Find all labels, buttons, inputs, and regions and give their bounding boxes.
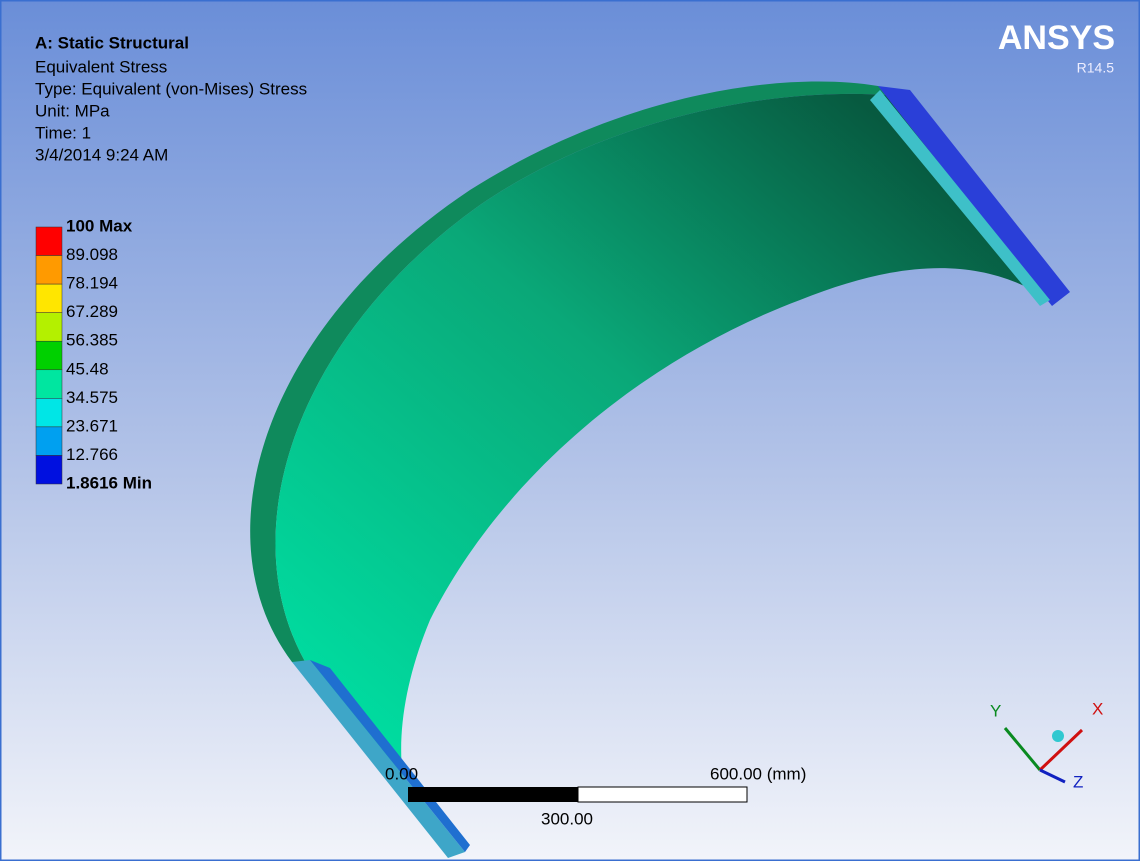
result-title: A: Static Structural (35, 33, 189, 52)
axis-y-label: Y (990, 701, 1001, 720)
legend-label: 78.194 (66, 274, 118, 293)
version: R14.5 (1077, 60, 1115, 76)
axis-z-label: Z (1073, 772, 1083, 791)
info-line: Unit: MPa (35, 101, 110, 120)
triad-ball (1052, 730, 1064, 742)
axis-x-label: X (1092, 699, 1103, 718)
legend-label: 34.575 (66, 388, 118, 407)
legend-swatch (36, 398, 62, 427)
scale-middle: 300.00 (541, 809, 593, 828)
scale-bar-white (578, 787, 747, 802)
legend-swatch (36, 341, 62, 370)
legend-swatch (36, 284, 62, 313)
legend-label: 56.385 (66, 331, 118, 350)
legend-label: 12.766 (66, 445, 118, 464)
legend-label: 89.098 (66, 245, 118, 264)
legend-swatch (36, 455, 62, 484)
scale-bar-black (408, 787, 578, 802)
info-line: Equivalent Stress (35, 57, 167, 76)
legend-swatch (36, 313, 62, 342)
scale-left: 0.00 (385, 764, 418, 783)
scale-right: 600.00 (mm) (710, 764, 806, 783)
info-line: Type: Equivalent (von-Mises) Stress (35, 79, 307, 98)
legend-label: 1.8616 Min (66, 473, 152, 492)
legend-label: 45.48 (66, 359, 109, 378)
legend-swatch (36, 256, 62, 285)
logo: ANSYS (998, 19, 1115, 57)
legend-swatch (36, 427, 62, 456)
legend-label: 23.671 (66, 416, 118, 435)
legend-label: 67.289 (66, 302, 118, 321)
legend-swatch (36, 370, 62, 399)
info-line: Time: 1 (35, 123, 91, 142)
viewport: A: Static Structural Equivalent Stress Ty… (0, 0, 1140, 861)
legend-swatch (36, 227, 62, 256)
info-line: 3/4/2014 9:24 AM (35, 145, 168, 164)
legend-label: 100 Max (66, 216, 133, 235)
